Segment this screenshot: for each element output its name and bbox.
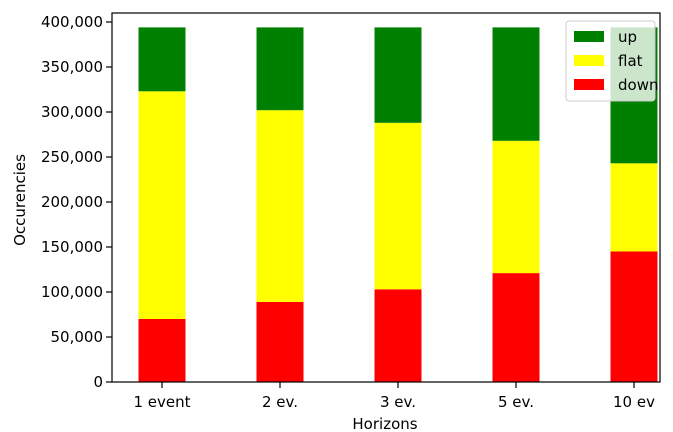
x-tick-label: 3 ev. bbox=[380, 393, 416, 411]
y-tick-label: 350,000 bbox=[41, 58, 103, 76]
x-tick-label: 2 ev. bbox=[262, 393, 298, 411]
bar-flat-2 bbox=[256, 110, 304, 302]
legend-label-flat: flat bbox=[618, 52, 643, 70]
bar-flat-5 bbox=[610, 163, 658, 252]
legend-swatch-down bbox=[574, 79, 604, 90]
bar-up-1 bbox=[138, 27, 186, 92]
bar-up-4 bbox=[492, 27, 540, 141]
legend-label-down: down bbox=[618, 76, 658, 94]
y-axis-label: Occurencies bbox=[11, 154, 29, 246]
bar-down-2 bbox=[256, 301, 304, 382]
y-tick-label: 400,000 bbox=[41, 13, 103, 31]
x-tick-label: 5 ev. bbox=[498, 393, 534, 411]
bars-layer bbox=[138, 27, 658, 382]
y-tick-label: 150,000 bbox=[41, 238, 103, 256]
bar-down-3 bbox=[374, 289, 422, 382]
x-tick-label: 1 event bbox=[133, 393, 190, 411]
bar-up-3 bbox=[374, 27, 422, 123]
legend-label-up: up bbox=[618, 28, 637, 46]
y-tick-label: 100,000 bbox=[41, 283, 103, 301]
bar-down-4 bbox=[492, 273, 540, 382]
x-tick-label: 10 ev bbox=[613, 393, 655, 411]
bar-down-1 bbox=[138, 319, 186, 382]
plot-frame bbox=[111, 12, 661, 383]
legend: up flat down bbox=[565, 20, 658, 102]
bar-up-2 bbox=[256, 27, 304, 111]
x-axis-label: Horizons bbox=[352, 415, 417, 432]
legend-swatch-flat bbox=[574, 55, 604, 66]
y-tick-label: 300,000 bbox=[41, 103, 103, 121]
y-tick-label: 200,000 bbox=[41, 193, 103, 211]
bar-flat-3 bbox=[374, 122, 422, 290]
bar-flat-1 bbox=[138, 91, 186, 319]
y-tick-label: 0 bbox=[93, 373, 103, 391]
axes-layer: 0 50,000 100,000 150,000 200,000 250,000 300,0… bbox=[41, 12, 661, 411]
bar-down-5 bbox=[610, 251, 658, 382]
bar-flat-4 bbox=[492, 140, 540, 274]
legend-swatch-up bbox=[574, 31, 604, 42]
y-tick-label: 50,000 bbox=[51, 328, 104, 346]
y-tick-label: 250,000 bbox=[41, 148, 103, 166]
